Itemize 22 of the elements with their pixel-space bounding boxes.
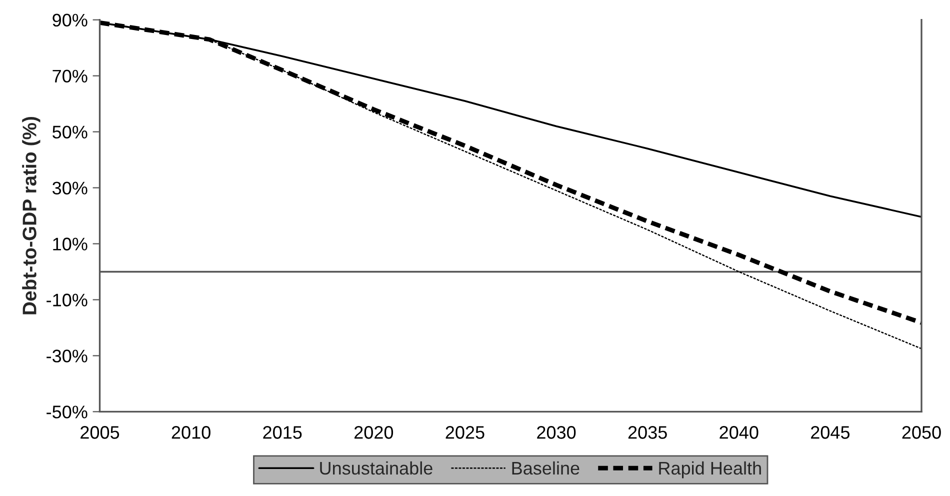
legend-label: Unsustainable bbox=[320, 461, 432, 475]
y-tick-label: -10% bbox=[46, 294, 88, 306]
y-axis-title: Debt-to-GDP ratio (%) bbox=[22, 116, 40, 314]
x-tick-label: 2040 bbox=[720, 426, 758, 439]
legend-label: Baseline bbox=[512, 461, 580, 475]
x-tick-label: 2050 bbox=[902, 426, 941, 439]
legend-label: Rapid Health bbox=[659, 461, 761, 478]
y-tick-label: 10% bbox=[53, 238, 88, 250]
y-tick-label: 90% bbox=[52, 14, 88, 27]
x-tick-label: 2005 bbox=[80, 426, 120, 439]
y-tick-label: -30% bbox=[46, 350, 88, 362]
x-tick-label: 2010 bbox=[172, 426, 210, 439]
x-tick-label: 2045 bbox=[811, 426, 850, 439]
x-tick-label: 2025 bbox=[446, 426, 484, 439]
y-tick-label: 50% bbox=[52, 126, 88, 139]
y-tick-label: 70% bbox=[52, 70, 88, 83]
x-tick-label: 2035 bbox=[628, 426, 667, 439]
x-tick-label: 2030 bbox=[537, 426, 576, 439]
x-tick-label: 2015 bbox=[263, 426, 302, 439]
y-tick-label: -50% bbox=[46, 406, 88, 418]
y-tick-label: 30% bbox=[52, 182, 88, 194]
x-tick-label: 2020 bbox=[354, 426, 394, 439]
